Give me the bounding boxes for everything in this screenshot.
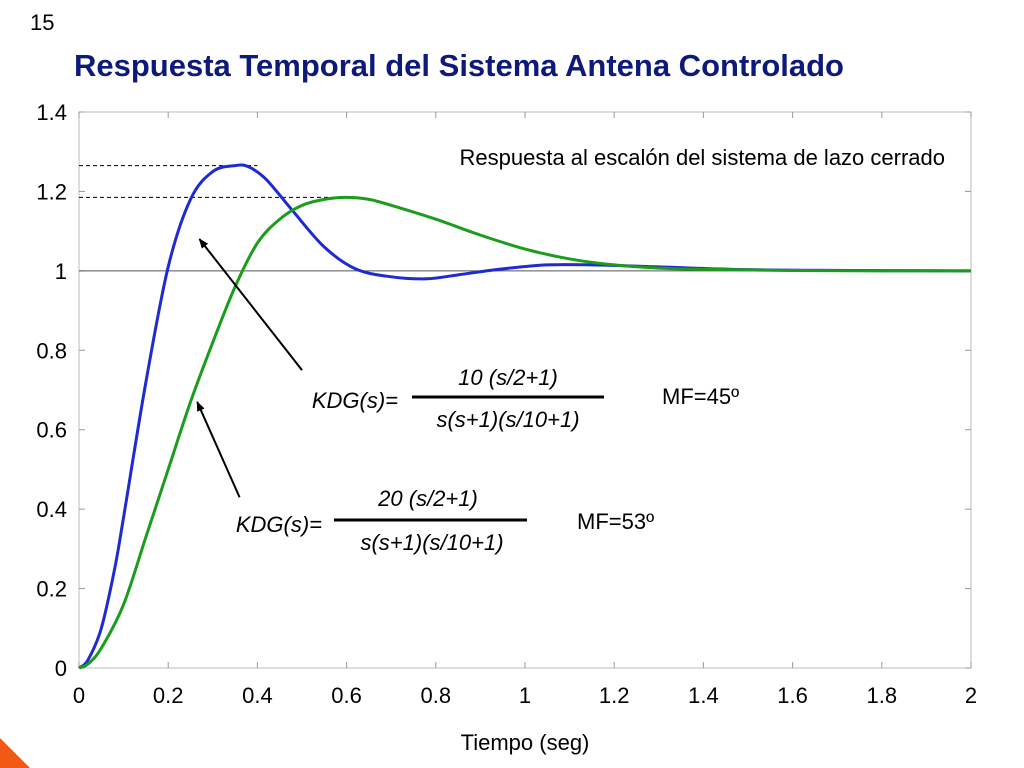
annotation-arrow [198,238,303,371]
x-tick-label: 0.6 [331,683,362,708]
phase-margin-label: MF=53º [577,509,654,534]
y-tick-label: 1.2 [36,179,67,204]
x-tick-label: 2 [965,683,977,708]
slide-title: Respuesta Temporal del Sistema Antena Co… [74,48,844,83]
x-tick-label: 1.2 [599,683,630,708]
y-tick-label: 0.6 [36,418,67,443]
annotation-arrow [196,401,241,498]
y-tick-label: 0 [55,656,67,681]
transfer-function-numerator: 10 (s/2+1) [458,365,558,390]
x-tick-label: 0 [73,683,85,708]
transfer-function-denominator: s(s+1)(s/10+1) [436,407,579,432]
y-tick-label: 0.4 [36,497,67,522]
chart-title: Respuesta al escalón del sistema de lazo… [460,145,946,170]
y-tick-label: 1 [55,259,67,284]
x-tick-label: 1 [519,683,531,708]
y-tick-label: 0.2 [36,577,67,602]
x-tick-label: 1.6 [777,683,808,708]
transfer-function-denominator: s(s+1)(s/10+1) [360,530,503,555]
phase-margin-label: MF=45º [662,384,739,409]
y-tick-label: 0.8 [36,338,67,363]
x-tick-label: 0.2 [153,683,184,708]
transfer-function-numerator: 20 (s/2+1) [377,486,478,511]
y-tick-label: 1.4 [36,100,67,125]
x-tick-label: 0.4 [242,683,273,708]
x-axis-label: Tiempo (seg) [461,730,590,755]
transfer-function-label: KDG(s)= [236,512,322,537]
x-tick-label: 1.4 [688,683,719,708]
series-line-2 [78,195,972,670]
x-tick-label: 0.8 [421,683,452,708]
transfer-function-label: KDG(s)= [312,388,398,413]
slide-number: 15 [30,10,55,35]
x-tick-label: 1.8 [867,683,898,708]
